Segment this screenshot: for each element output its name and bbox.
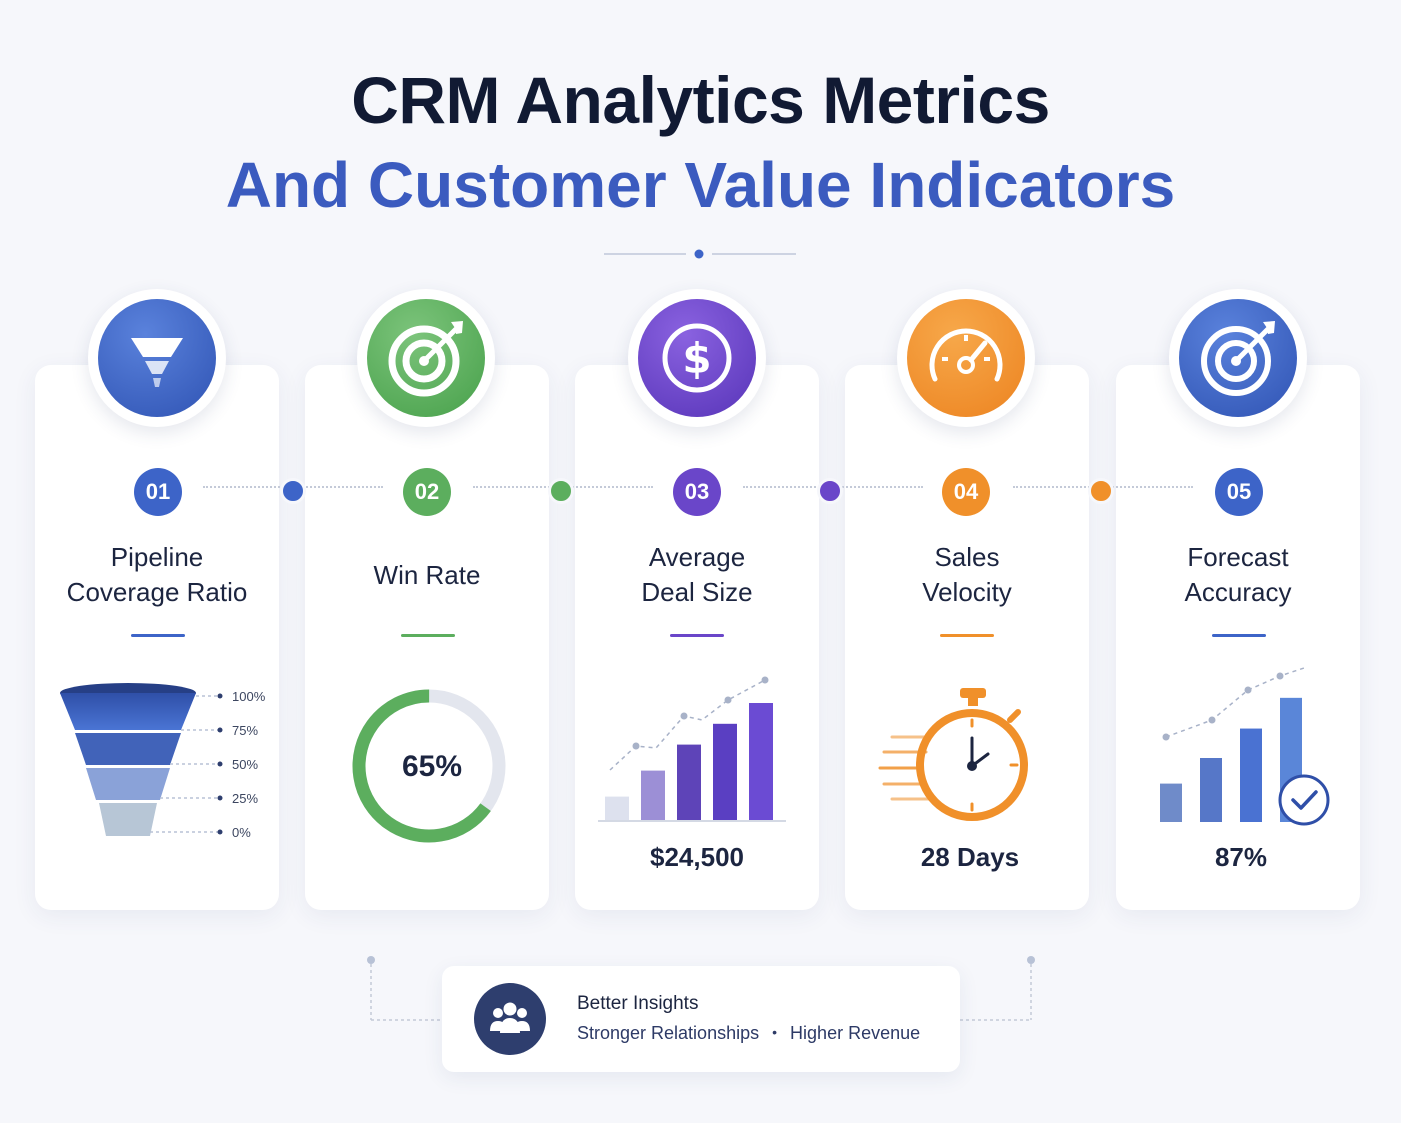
win-rate-value: 65%: [401, 750, 463, 783]
funnel-label: 100%: [232, 689, 266, 704]
speedometer-icon-badge: [897, 289, 1035, 427]
funnel-label: 0%: [232, 825, 251, 840]
target-icon: [1201, 321, 1275, 396]
metric-card-pipeline: [35, 365, 279, 910]
insights-subtitle: Stronger Relationships • Higher Revenue: [577, 1023, 921, 1043]
funnel-icon-badge: [88, 289, 226, 427]
step-number-badge: 04: [942, 468, 990, 516]
title-divider: [604, 249, 796, 259]
target-icon-badge: [1169, 289, 1307, 427]
bottom-connector: [367, 956, 1035, 1021]
metric-title: Forecast Accuracy: [1184, 542, 1292, 607]
metric-title: Sales Velocity: [922, 542, 1012, 607]
funnel-label: 50%: [232, 757, 259, 772]
title-underline: [131, 634, 185, 637]
step-number-badge: 02: [403, 468, 451, 516]
connector-dot: [548, 478, 574, 504]
step-number-badge: 01: [134, 468, 182, 516]
metric-card-deal-size: [575, 365, 819, 910]
title-underline: [670, 634, 724, 637]
target-icon-badge: [357, 289, 495, 427]
speedometer-icon: [929, 328, 1003, 382]
dollar-icon-badge: $: [628, 289, 766, 427]
funnel-label: 25%: [232, 791, 259, 806]
connector-dot: [1088, 478, 1114, 504]
people-icon: [474, 983, 546, 1055]
title-underline: [940, 634, 994, 637]
metric-title: Pipeline Coverage Ratio: [66, 542, 248, 607]
metric-card-win-rate: [305, 365, 549, 910]
metric-title: Win Rate: [373, 560, 481, 590]
connector-dot: [817, 478, 843, 504]
metric-card-sales-velocity: [845, 365, 1089, 910]
step-number-badge: 03: [673, 468, 721, 516]
funnel-icon: [131, 338, 183, 387]
metric-card-forecast: [1116, 365, 1360, 910]
page-subtitle: And Customer Value Indicators: [225, 149, 1176, 221]
step-number-badge: 05: [1215, 468, 1263, 516]
title-underline: [401, 634, 455, 637]
forecast-value: 87%: [1214, 842, 1268, 872]
funnel-label: 75%: [232, 723, 259, 738]
insights-title: Better Insights: [577, 993, 699, 1014]
svg-text:$: $: [682, 334, 711, 383]
deal-size-value: $24,500: [650, 842, 744, 872]
connector-dot: [280, 478, 306, 504]
target-icon: [388, 321, 463, 397]
dollar-icon: $: [662, 323, 732, 393]
page-title: CRM Analytics Metrics: [351, 63, 1050, 137]
sales-velocity-value: 28 Days: [920, 842, 1020, 872]
metric-title: Average Deal Size: [641, 542, 753, 607]
insights-summary-box: Better Insights Stronger Relationships •…: [442, 966, 960, 1072]
title-underline: [1212, 634, 1266, 637]
